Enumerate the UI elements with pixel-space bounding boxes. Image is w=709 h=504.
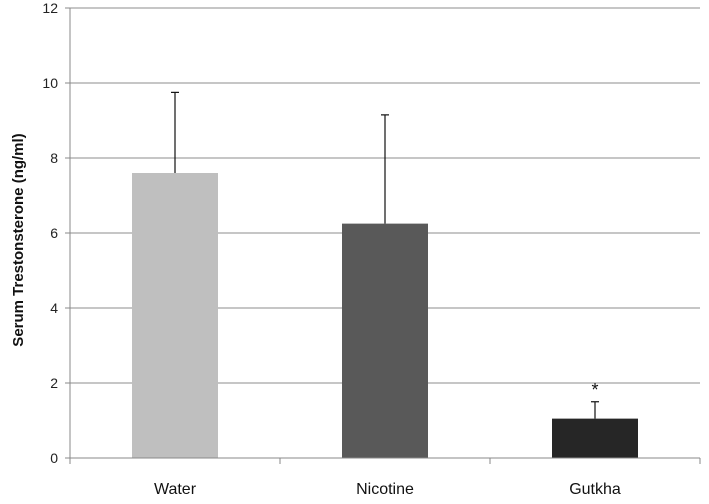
y-tick-label: 2 [50, 375, 58, 391]
y-tick-label: 8 [50, 150, 58, 166]
y-axis-ticks: 0 2 4 6 8 10 12 [42, 0, 70, 466]
bars [132, 173, 638, 458]
bar-nicotine [342, 223, 428, 458]
y-tick-label: 12 [42, 0, 58, 16]
annotations: * [591, 380, 598, 400]
y-tick-label: 6 [50, 225, 58, 241]
y-tick-label: 0 [50, 450, 58, 466]
bar-gutkha [552, 418, 638, 458]
error-bars [171, 91, 599, 419]
y-tick-label: 10 [42, 75, 58, 91]
category-label-water: Water [154, 481, 197, 498]
category-labels: Water Nicotine Gutkha [154, 481, 621, 498]
axes [69, 8, 700, 459]
category-label-nicotine: Nicotine [356, 481, 414, 498]
x-axis-ticks [69, 458, 701, 464]
significance-annotation: * [591, 380, 598, 400]
bar-water [132, 173, 218, 458]
y-tick-label: 4 [50, 300, 58, 316]
y-axis-label: Serum Trestonsterone (ng/ml) [10, 133, 27, 346]
category-label-gutkha: Gutkha [569, 481, 621, 498]
